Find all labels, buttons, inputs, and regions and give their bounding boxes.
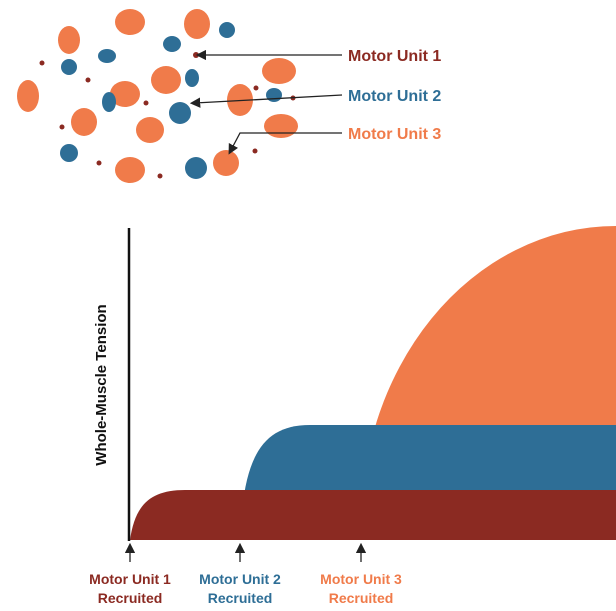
fiber: [96, 160, 102, 166]
recruit-unit: Motor Unit 2: [199, 571, 281, 587]
fiber: [98, 49, 116, 63]
fiber: [143, 100, 149, 106]
fiber: [110, 81, 140, 107]
recruit-status: Recruited: [329, 590, 394, 606]
fiber: [85, 77, 91, 83]
fiber: [193, 52, 199, 58]
fiber: [115, 157, 145, 183]
fiber: [136, 117, 164, 143]
fiber: [39, 60, 45, 66]
fiber: [59, 124, 65, 130]
legend-label: Motor Unit 3: [348, 126, 441, 143]
fiber: [60, 144, 78, 162]
fiber: [61, 59, 77, 75]
recruit-unit: Motor Unit 3: [320, 571, 402, 587]
fiber: [163, 36, 181, 52]
arrow: [228, 132, 342, 155]
fiber: [213, 150, 239, 176]
fiber: [151, 66, 181, 94]
legend-label: Motor Unit 1: [348, 48, 441, 65]
fiber: [102, 92, 116, 112]
fiber: [115, 9, 145, 35]
recruit-labels: Motor Unit 1 Recruited Motor Unit 2 Recr…: [89, 571, 402, 606]
fiber: [157, 173, 163, 179]
fiber: [185, 69, 199, 87]
fiber: [17, 80, 39, 112]
fiber: [253, 85, 259, 91]
recruit-unit: Motor Unit 1: [89, 571, 171, 587]
fiber: [262, 58, 296, 84]
recruit-arrows: [124, 542, 367, 562]
recruit-status: Recruited: [98, 590, 163, 606]
fiber: [58, 26, 80, 54]
y-axis-label: Whole-Muscle Tension: [93, 304, 110, 465]
legend-arrows: [189, 49, 343, 155]
muscle-fiber-cluster: [17, 9, 298, 183]
fiber: [252, 148, 258, 154]
fiber: [264, 114, 298, 138]
fiber: [184, 9, 210, 39]
fiber: [219, 22, 235, 38]
fiber: [266, 88, 282, 102]
unit1-area: [130, 490, 616, 540]
legend-label: Motor Unit 2: [348, 88, 441, 105]
fiber: [71, 108, 97, 136]
fiber: [185, 157, 207, 179]
arrow: [189, 94, 343, 108]
recruit-status: Recruited: [208, 590, 273, 606]
fiber: [169, 102, 191, 124]
